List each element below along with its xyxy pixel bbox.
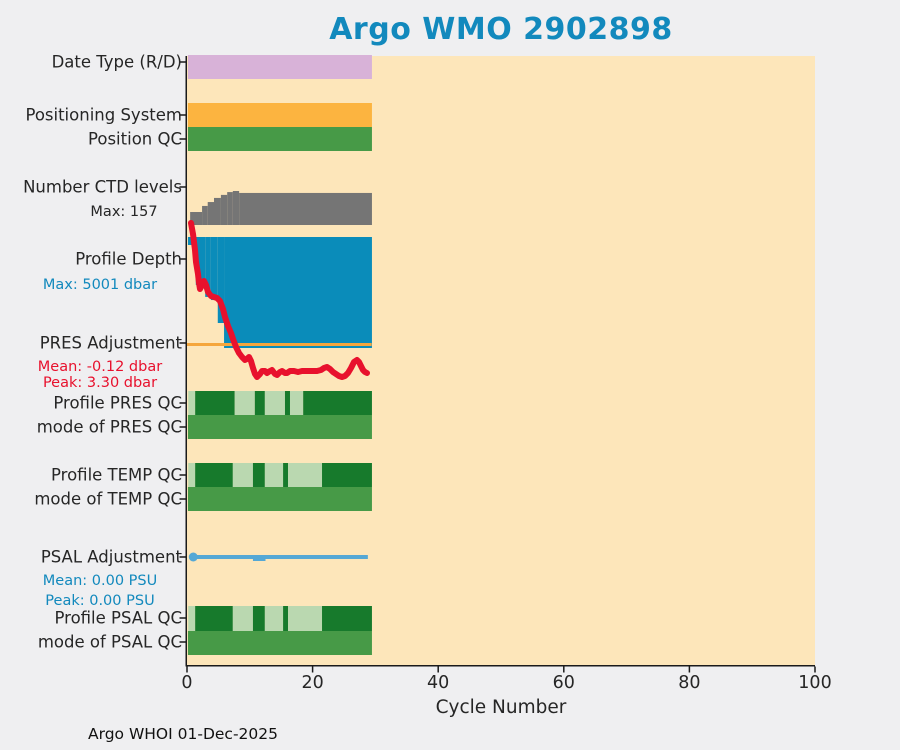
profile_psal_qc-segment bbox=[195, 606, 233, 631]
profile_psal_qc-segment bbox=[188, 606, 196, 631]
row-label-profile-temp-qc: Profile TEMP QC bbox=[51, 465, 182, 485]
profile-depth-area bbox=[195, 237, 206, 285]
row-label-profile-psal-qc: Profile PSAL QC bbox=[54, 608, 182, 628]
profile_temp_qc-segment bbox=[252, 463, 265, 487]
profile_temp_qc-segment bbox=[264, 463, 284, 487]
x-axis-tick bbox=[311, 666, 314, 673]
profile-depth-area bbox=[205, 237, 211, 297]
band-temp_mode bbox=[187, 487, 372, 511]
row-label-mode-temp-qc: mode of TEMP QC bbox=[34, 489, 182, 509]
row-label-ctd-levels: Number CTD levels bbox=[23, 177, 182, 197]
y-axis-tick bbox=[179, 641, 186, 643]
y-axis-tick bbox=[179, 402, 186, 404]
x-axis-tick bbox=[814, 666, 816, 673]
pres-adjustment-line bbox=[188, 220, 370, 380]
ctd-levels-bar bbox=[220, 194, 228, 225]
x-axis-line bbox=[185, 665, 815, 667]
y-axis-line bbox=[185, 56, 187, 665]
profile_pres_qc-segment bbox=[188, 391, 196, 415]
annotation-psal-mean: Mean: 0.00 PSU bbox=[42, 573, 158, 589]
row-label-position-qc: Position QC bbox=[88, 129, 182, 149]
band-date_type bbox=[187, 55, 372, 79]
annotation-depth-max: Max: 5001 dbar bbox=[42, 277, 158, 293]
profile_psal_qc-segment bbox=[322, 606, 372, 631]
profile_pres_qc-segment bbox=[284, 391, 290, 415]
profile_temp_qc-segment bbox=[288, 463, 323, 487]
profile_pres_qc-segment bbox=[254, 391, 265, 415]
y-axis-tick bbox=[179, 342, 186, 344]
row-label-profile-pres-qc: Profile PRES QC bbox=[53, 393, 182, 413]
x-axis-tick bbox=[186, 666, 188, 673]
band-positioning bbox=[187, 103, 372, 127]
y-axis-tick bbox=[179, 426, 186, 428]
x-axis-title: Cycle Number bbox=[435, 697, 567, 718]
x-axis-tick bbox=[688, 666, 691, 673]
x-tick-label: 80 bbox=[678, 673, 701, 693]
x-tick-label: 0 bbox=[181, 673, 193, 693]
band-psal_mode bbox=[187, 631, 372, 655]
y-axis-tick bbox=[179, 138, 186, 140]
y-axis-tick bbox=[179, 556, 186, 558]
profile_temp_qc-segment bbox=[283, 463, 289, 487]
profile_psal_qc-segment bbox=[232, 606, 253, 631]
ctd-levels-bar bbox=[190, 212, 203, 225]
row-label-date-type: Date Type (R/D) bbox=[51, 52, 182, 72]
annotation-pres-mean: Mean: -0.12 dbar bbox=[37, 359, 163, 375]
profile_pres_qc-segment bbox=[303, 391, 372, 415]
profile_psal_qc-segment bbox=[264, 606, 284, 631]
band-pres_mode bbox=[187, 415, 372, 439]
y-axis-tick bbox=[179, 61, 186, 63]
y-axis-tick bbox=[179, 114, 186, 116]
chart-title: Argo WMO 2902898 bbox=[329, 12, 673, 47]
ctd-levels-bar bbox=[239, 192, 372, 225]
profile_pres_qc-segment bbox=[264, 391, 285, 415]
profile-depth-area bbox=[224, 237, 372, 348]
profile_psal_qc-segment bbox=[252, 606, 265, 631]
profile_temp_qc-segment bbox=[232, 463, 253, 487]
psal-adjustment-line-start bbox=[188, 552, 198, 562]
x-tick-label: 40 bbox=[427, 673, 450, 693]
ctd-levels-bar bbox=[214, 197, 221, 225]
annotation-pres-peak: Peak: 3.30 dbar bbox=[42, 375, 158, 391]
y-axis-tick bbox=[179, 498, 186, 500]
x-tick-label: 100 bbox=[798, 673, 832, 693]
ctd-levels-bar bbox=[232, 191, 240, 225]
row-label-positioning-system: Positioning System bbox=[25, 105, 182, 125]
footer-attribution: Argo WHOI 01-Dec-2025 bbox=[88, 725, 278, 743]
ctd-levels-bar bbox=[207, 202, 215, 225]
annotation-ctd-max: Max: 157 bbox=[90, 204, 158, 220]
y-axis-tick bbox=[179, 186, 186, 188]
profile_temp_qc-segment bbox=[322, 463, 372, 487]
row-label-mode-pres-qc: mode of PRES QC bbox=[36, 417, 182, 437]
y-axis-tick bbox=[179, 258, 186, 260]
profile-depth-area bbox=[217, 237, 225, 324]
y-axis-tick bbox=[179, 617, 186, 619]
y-axis-tick bbox=[179, 474, 186, 476]
row-label-mode-psal-qc: mode of PSAL QC bbox=[37, 632, 182, 652]
pres-zero-line bbox=[187, 343, 372, 346]
profile-depth-area bbox=[210, 237, 218, 301]
profile_psal_qc-segment bbox=[283, 606, 289, 631]
profile_pres_qc-segment bbox=[195, 391, 235, 415]
ctd-levels-bar bbox=[202, 205, 208, 225]
x-axis-tick bbox=[563, 666, 565, 673]
annotation-psal-peak: Peak: 0.00 PSU bbox=[45, 593, 155, 609]
profile_temp_qc-segment bbox=[188, 463, 196, 487]
profile_psal_qc-segment bbox=[288, 606, 323, 631]
band-position_qc bbox=[187, 127, 372, 151]
profile_pres_qc-segment bbox=[234, 391, 255, 415]
row-label-pres-adjustment: PRES Adjustment bbox=[39, 333, 182, 353]
x-tick-label: 20 bbox=[301, 673, 324, 693]
row-label-profile-depth: Profile Depth bbox=[75, 249, 182, 269]
profile-depth-area bbox=[187, 237, 193, 245]
x-tick-label: 60 bbox=[552, 673, 575, 693]
row-label-psal-adjustment: PSAL Adjustment bbox=[40, 547, 182, 567]
plot-background bbox=[187, 56, 815, 665]
profile_temp_qc-segment bbox=[195, 463, 233, 487]
x-axis-tick bbox=[437, 666, 439, 673]
profile_pres_qc-segment bbox=[289, 391, 304, 415]
ctd-levels-bar bbox=[227, 192, 233, 225]
